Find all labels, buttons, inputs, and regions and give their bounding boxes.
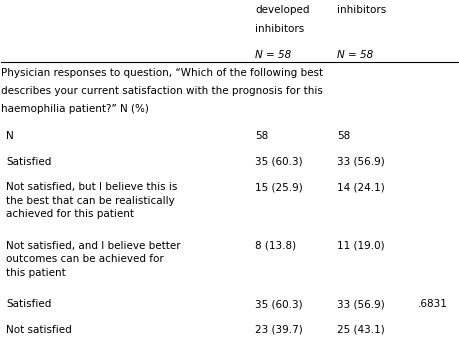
Text: 58: 58 [337,131,350,141]
Text: 8 (13.8): 8 (13.8) [255,241,296,251]
Text: Satisfied: Satisfied [6,299,51,309]
Text: 33 (56.9): 33 (56.9) [337,156,384,166]
Text: Physician responses to question, “Which of the following best: Physician responses to question, “Which … [1,68,323,78]
Text: 35 (60.3): 35 (60.3) [255,299,302,309]
Text: haemophilia patient?” N (%): haemophilia patient?” N (%) [1,104,149,114]
Text: N = 58: N = 58 [255,50,291,61]
Text: 14 (24.1): 14 (24.1) [337,182,384,192]
Text: inhibitors: inhibitors [255,24,304,34]
Text: .6831: .6831 [417,299,446,309]
Text: 11 (19.0): 11 (19.0) [337,241,384,251]
Text: developed: developed [255,5,309,15]
Text: Not satisfied, but I believe this is
the best that can be realistically
achieved: Not satisfied, but I believe this is the… [6,182,177,219]
Text: 58: 58 [255,131,268,141]
Text: 35 (60.3): 35 (60.3) [255,156,302,166]
Text: inhibitors: inhibitors [337,5,386,15]
Text: Not satisfied, and I believe better
outcomes can be achieved for
this patient: Not satisfied, and I believe better outc… [6,241,180,278]
Text: N: N [6,131,14,141]
Text: 25 (43.1): 25 (43.1) [337,325,384,335]
Text: Satisfied: Satisfied [6,156,51,166]
Text: describes your current satisfaction with the prognosis for this: describes your current satisfaction with… [1,86,323,96]
Text: Not satisfied: Not satisfied [6,325,72,335]
Text: N = 58: N = 58 [337,50,373,61]
Text: 23 (39.7): 23 (39.7) [255,325,302,335]
Text: 33 (56.9): 33 (56.9) [337,299,384,309]
Text: 15 (25.9): 15 (25.9) [255,182,302,192]
